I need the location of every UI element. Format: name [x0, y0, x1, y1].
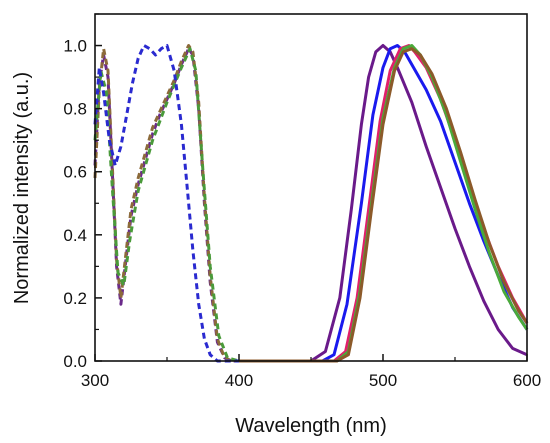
x-tick-label: 600: [513, 371, 541, 390]
axis-ticks: 300 400 500 600 0.0 0.2 0.4 0.6 0.8 1.0: [63, 13, 541, 390]
solid-series-7: [239, 44, 529, 363]
plot-lines: [93, 44, 529, 363]
x-tick-label: 300: [81, 371, 109, 390]
dashed-series-3: [93, 47, 240, 363]
dashed-series-4: [93, 44, 239, 363]
x-tick-label: 400: [225, 371, 253, 390]
solid-series-6: [239, 44, 529, 363]
y-tick-label: 0.0: [63, 352, 87, 371]
x-axis-title: Wavelength (nm): [235, 415, 387, 437]
y-tick-label: 0.6: [63, 163, 87, 182]
solid-series-9: [239, 47, 529, 363]
y-tick-label: 0.4: [63, 226, 87, 245]
y-tick-label: 0.8: [63, 100, 87, 119]
solid-series-8: [239, 44, 529, 363]
y-tick-label: 1.0: [63, 37, 87, 56]
x-tick-label: 500: [369, 371, 397, 390]
y-axis-title: Normalized intensity (a.u.): [11, 72, 33, 304]
solid-series-5: [239, 44, 528, 363]
y-tick-label: 0.2: [63, 289, 87, 308]
plot-frame: [94, 13, 528, 362]
